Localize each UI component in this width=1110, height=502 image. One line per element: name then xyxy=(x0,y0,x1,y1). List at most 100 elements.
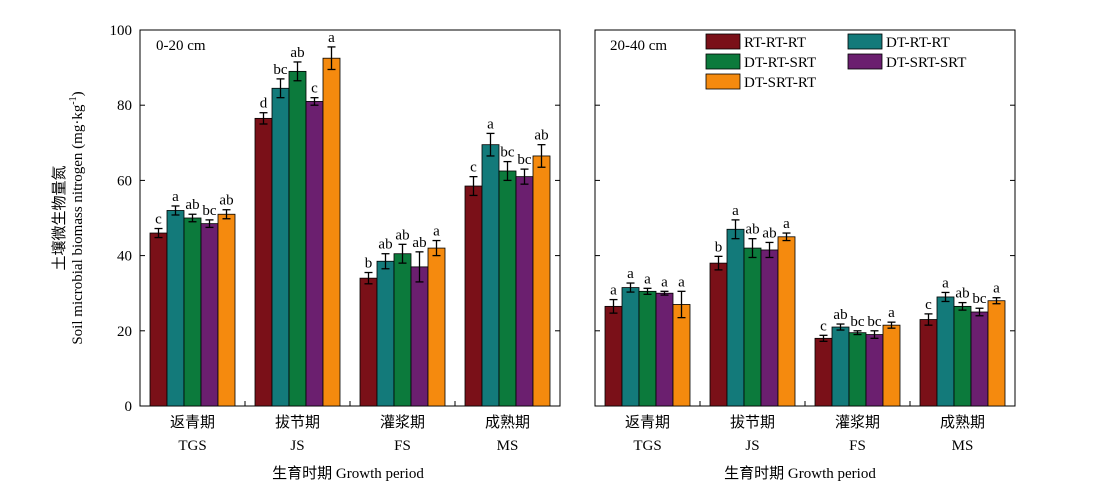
bar-rt-rt-rt xyxy=(359,277,378,407)
legend-swatch xyxy=(847,53,883,70)
legend-label: DT-RT-RT xyxy=(886,35,950,51)
bar-dt-rt-rt xyxy=(166,210,185,407)
y-tick-label: 20 xyxy=(117,324,132,340)
significance-letter: ab xyxy=(185,197,199,213)
bar-rt-rt-rt xyxy=(709,262,728,407)
x-tick-label: MS xyxy=(952,438,974,454)
bar-dt-rt-srt xyxy=(498,170,517,407)
legend: RT-RT-RT DT-RT-RT DT-RT-SRT DT-SRT-SRT DT-SR… xyxy=(705,33,966,91)
significance-letter: bc xyxy=(500,145,515,161)
bar-dt-rt-rt xyxy=(936,296,955,407)
significance-letter: a xyxy=(328,30,335,46)
significance-letter: c xyxy=(470,160,477,176)
bar-dt-srt-rt xyxy=(987,300,1006,407)
significance-letter: c xyxy=(925,297,932,313)
significance-letter: bc xyxy=(202,203,217,219)
significance-letter: a xyxy=(888,305,895,321)
legend-item-dt-rt-srt: DT-RT-SRT xyxy=(705,53,816,71)
x-tick-label: JS xyxy=(745,438,759,454)
significance-letter: a xyxy=(783,216,790,232)
significance-letter: a xyxy=(433,224,440,240)
x-tick-label: MS xyxy=(497,438,519,454)
bar-dt-rt-srt xyxy=(183,217,202,407)
significance-letter: ab xyxy=(395,227,409,243)
bar-dt-srt-srt xyxy=(515,176,534,407)
y-axis-title: 土壤微生物量氮 Soil microbial biomass nitrogen … xyxy=(50,91,86,344)
legend-swatch xyxy=(705,33,741,50)
bar-rt-rt-rt xyxy=(919,319,938,407)
bar-dt-rt-rt xyxy=(831,326,850,407)
bar-dt-srt-rt xyxy=(777,236,796,407)
bar-dt-rt-srt xyxy=(743,247,762,407)
bar-dt-rt-rt xyxy=(376,260,395,407)
bar-dt-srt-rt xyxy=(882,324,901,407)
significance-letter: bc xyxy=(517,152,532,168)
significance-letter: a xyxy=(487,116,494,132)
bar-rt-rt-rt xyxy=(814,337,833,407)
bar-dt-rt-srt xyxy=(393,253,412,407)
x-tick-label-cn: 成熟期 xyxy=(485,414,530,431)
significance-letter: a xyxy=(172,189,179,205)
x-axis-title-right: 生育时期 Growth period xyxy=(724,465,876,482)
legend-label: RT-RT-RT xyxy=(744,35,806,51)
x-tick-label-cn: 拔节期 xyxy=(275,414,320,431)
significance-letter: a xyxy=(678,274,685,290)
bar-dt-rt-srt xyxy=(953,305,972,407)
y-tick-label: 60 xyxy=(117,173,132,189)
significance-letter: a xyxy=(661,274,668,290)
y-axis-title-en: Soil microbial biomass nitrogen (mg·kg-1… xyxy=(68,91,86,344)
significance-letter: ab xyxy=(762,225,776,241)
x-tick-label: JS xyxy=(290,438,304,454)
legend-item-dt-srt-rt: DT-SRT-RT xyxy=(705,73,816,91)
significance-letter: ab xyxy=(534,128,548,144)
bar-dt-rt-rt xyxy=(726,228,745,407)
legend-label: DT-RT-SRT xyxy=(744,55,816,71)
significance-letter: a xyxy=(627,266,634,282)
bar-dt-srt-srt xyxy=(410,266,429,407)
bar-dt-srt-srt xyxy=(200,223,219,407)
x-axis-title-left: 生育时期 Growth period xyxy=(272,465,424,482)
significance-letter: b xyxy=(365,256,373,272)
significance-letter: ab xyxy=(745,222,759,238)
significance-letter: ab xyxy=(290,45,304,61)
bar-dt-srt-srt xyxy=(865,334,884,407)
legend-label: DT-SRT-SRT xyxy=(886,55,966,71)
bar-dt-rt-rt xyxy=(621,287,640,407)
bar-dt-srt-rt xyxy=(322,57,341,407)
bar-dt-srt-srt xyxy=(760,249,779,407)
bar-dt-rt-rt xyxy=(481,144,500,407)
x-tick-label: TGS xyxy=(178,438,206,454)
bar-rt-rt-rt xyxy=(464,185,483,407)
x-tick-label: FS xyxy=(849,438,866,454)
legend-swatch xyxy=(705,53,741,70)
panel-label-0-20: 0-20 cm xyxy=(156,38,206,54)
bar-dt-srt-srt xyxy=(970,311,989,407)
bar-dt-srt-srt xyxy=(655,292,674,407)
significance-letter: c xyxy=(311,81,318,97)
significance-letter: a xyxy=(942,275,949,291)
bar-rt-rt-rt xyxy=(604,305,623,407)
bar-dt-rt-srt xyxy=(638,290,657,407)
significance-letter: ab xyxy=(378,237,392,253)
significance-letter: a xyxy=(732,203,739,219)
x-tick-label-cn: 拔节期 xyxy=(730,414,775,431)
significance-letter: d xyxy=(260,96,268,112)
x-tick-label-cn: 灌浆期 xyxy=(380,413,425,431)
x-tick-label: FS xyxy=(394,438,411,454)
x-tick-label-cn: 返青期 xyxy=(625,414,670,431)
y-tick-label: 80 xyxy=(117,98,132,114)
bar-dt-rt-srt xyxy=(848,332,867,407)
significance-letter: ab xyxy=(219,193,233,209)
significance-letter: ab xyxy=(833,307,847,323)
x-tick-label: TGS xyxy=(633,438,661,454)
significance-letter: bc xyxy=(867,314,882,330)
bar-dt-srt-rt xyxy=(217,213,236,407)
legend-swatch xyxy=(705,73,741,90)
significance-letter: c xyxy=(820,318,827,334)
legend-swatch xyxy=(847,33,883,50)
bar-rt-rt-rt xyxy=(254,117,273,407)
significance-letter: bc xyxy=(273,62,288,78)
